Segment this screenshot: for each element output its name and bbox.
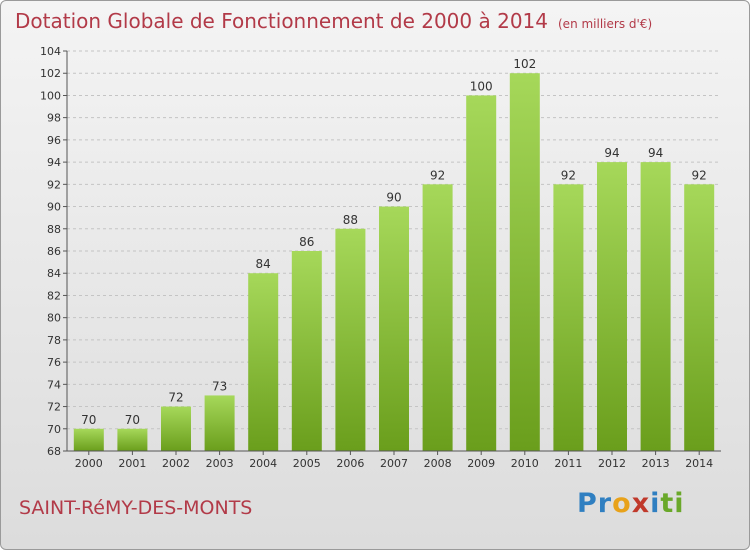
- chart-title-text: Dotation Globale de Fonctionnement de 20…: [15, 9, 548, 33]
- y-tick-label: 74: [47, 378, 61, 391]
- bar-value-label: 102: [513, 57, 536, 71]
- bar: [509, 73, 540, 451]
- y-tick-label: 100: [40, 89, 61, 102]
- bar-value-label: 92: [561, 168, 576, 182]
- axes: 68 70 72 74 76 78 80 82 84 86 88 90 92 94 96 98 100 102 10…: [40, 45, 721, 470]
- x-tick-label: 2010: [511, 457, 539, 470]
- y-tick-label: 90: [47, 201, 61, 214]
- bar-value-label: 88: [343, 213, 358, 227]
- bar-value-label: 84: [256, 257, 271, 271]
- x-tick-label: 2003: [206, 457, 234, 470]
- x-tick-label: 2009: [467, 457, 495, 470]
- y-tick-label: 76: [47, 356, 61, 369]
- bar-value-label: 90: [386, 191, 401, 205]
- bar: [684, 184, 715, 452]
- bars: 70 70 72 73 84 86 88 90 92 100 102 92 94 94 92: [73, 57, 715, 452]
- bar: [335, 228, 366, 451]
- y-tick-label: 98: [47, 112, 61, 125]
- proxiti-logo: Proxiti: [577, 488, 685, 519]
- x-tick-label: 2014: [685, 457, 713, 470]
- y-tick-label: 80: [47, 312, 61, 325]
- bar: [73, 428, 104, 451]
- bar: [422, 184, 453, 452]
- y-tick-label: 68: [47, 445, 61, 458]
- logo-letter: P: [577, 488, 598, 519]
- bar-value-label: 70: [125, 413, 140, 427]
- x-tick-label: 2001: [118, 457, 146, 470]
- logo-letter: x: [631, 488, 651, 519]
- x-tick-label: 2004: [249, 457, 277, 470]
- chart-title: Dotation Globale de Fonctionnement de 20…: [15, 9, 652, 33]
- bar-value-label: 72: [168, 391, 183, 405]
- x-tick-label: 2013: [642, 457, 670, 470]
- x-tick-label: 2007: [380, 457, 408, 470]
- logo-letter: i: [650, 488, 661, 519]
- bar-value-label: 70: [81, 413, 96, 427]
- y-tick-label: 78: [47, 334, 61, 347]
- bar-value-label: 86: [299, 235, 314, 249]
- bar: [379, 206, 409, 451]
- bar: [117, 428, 148, 451]
- x-tick-label: 2012: [598, 457, 626, 470]
- y-tick-label: 84: [47, 267, 61, 280]
- y-tick-label: 82: [47, 289, 61, 302]
- bar-value-label: 100: [470, 79, 493, 93]
- bar-value-label: 73: [212, 379, 227, 393]
- bar: [640, 162, 671, 451]
- y-tick-label: 72: [47, 401, 61, 414]
- y-tick-label: 102: [40, 67, 61, 80]
- commune-name: SAINT-RéMY-DES-MONTS: [19, 497, 253, 519]
- bar: [553, 184, 584, 452]
- bar: [597, 162, 627, 451]
- y-tick-label: 86: [47, 245, 61, 258]
- bar: [466, 95, 497, 451]
- x-tick-label: 2006: [336, 457, 364, 470]
- x-tick-label: 2008: [424, 457, 452, 470]
- logo-letter: r: [597, 488, 613, 519]
- y-tick-label: 88: [47, 223, 61, 236]
- bar-value-label: 92: [692, 168, 707, 182]
- x-tick-label: 2005: [293, 457, 321, 470]
- y-tick-label: 96: [47, 134, 61, 147]
- bar: [248, 273, 279, 451]
- bar: [291, 251, 322, 451]
- bar-value-label: 92: [430, 168, 445, 182]
- y-tick-label: 92: [47, 178, 61, 191]
- y-tick-label: 94: [47, 156, 61, 169]
- chart-unit: (en milliers d'€): [558, 17, 653, 31]
- logo-letter: t: [660, 488, 675, 519]
- logo-letter: i: [674, 488, 685, 519]
- bar: [161, 406, 191, 451]
- y-tick-label: 104: [40, 45, 61, 58]
- bar-value-label: 94: [648, 146, 663, 160]
- bar-value-label: 94: [604, 146, 619, 160]
- bar: [204, 395, 235, 451]
- x-tick-label: 2011: [554, 457, 582, 470]
- y-tick-label: 70: [47, 423, 61, 436]
- x-tick-label: 2002: [162, 457, 190, 470]
- x-tick-label: 2000: [75, 457, 103, 470]
- logo-letter: o: [612, 488, 632, 519]
